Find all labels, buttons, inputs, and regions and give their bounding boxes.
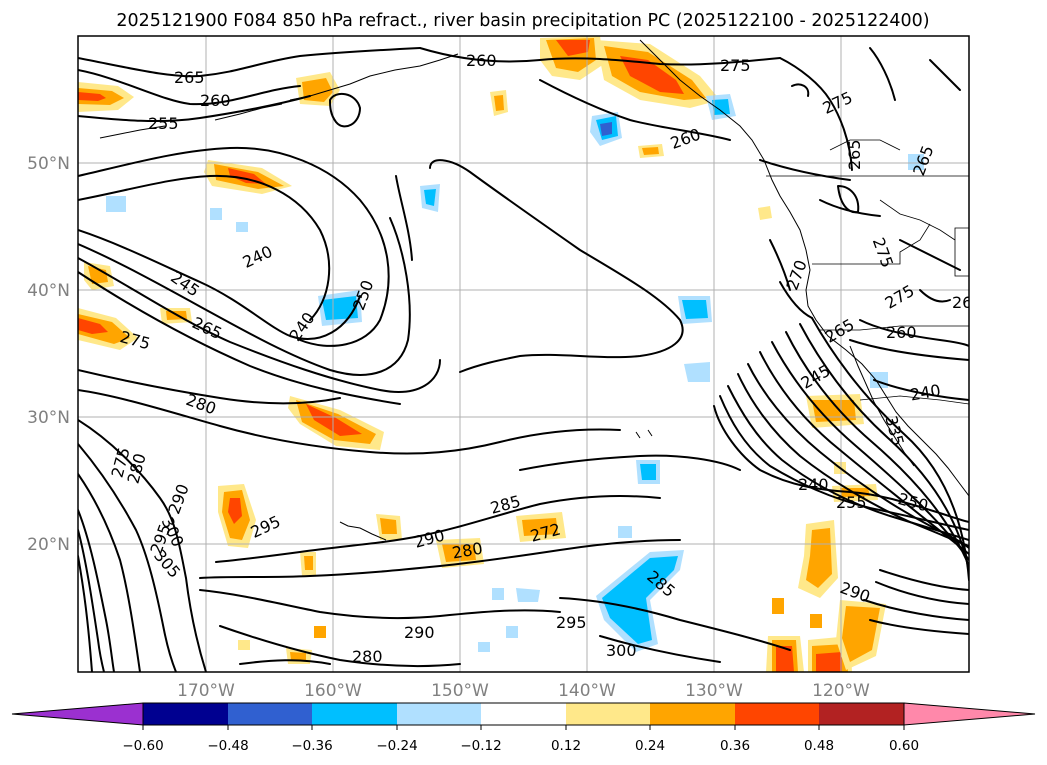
- latitude-labels: 50°N 40°N 30°N 20°N: [27, 154, 70, 555]
- contour-label: 265: [845, 139, 864, 170]
- contour-label: 260: [200, 91, 231, 110]
- colorbar-tick-label: −0.12: [460, 738, 501, 754]
- colorbar-swatch: [143, 703, 228, 725]
- colorbar-swatch: [312, 703, 397, 725]
- contour-label: 280: [352, 647, 383, 666]
- contour-label: 240: [798, 475, 829, 494]
- graticule: [78, 36, 969, 672]
- contour-label: 295: [556, 613, 587, 632]
- lon-label: 130°W: [685, 681, 743, 701]
- lat-label: 20°N: [27, 535, 70, 555]
- lon-label: 170°W: [177, 681, 235, 701]
- contour-label: 265: [174, 68, 205, 87]
- colorbar-extend-high: [903, 702, 1036, 726]
- contour-label: 260: [886, 323, 917, 342]
- contour-label: 255: [836, 493, 867, 512]
- map-frame: [77, 35, 970, 673]
- lon-label: 150°W: [431, 681, 489, 701]
- colorbar-tick-label: 0.24: [635, 738, 665, 754]
- lon-label: 140°W: [558, 681, 616, 701]
- figure-title: 2025121900 F084 850 hPa refract., river …: [116, 11, 929, 31]
- contour-label: 265: [952, 293, 983, 312]
- colorbar-tick-label: 0.48: [804, 738, 834, 754]
- longitude-labels: 170°W 160°W 150°W 140°W 130°W 120°W: [177, 681, 870, 701]
- colorbar-tick-label: −0.48: [207, 738, 248, 754]
- colorbar-tick-label: −0.36: [291, 738, 332, 754]
- colorbar-tick-label: 0.12: [551, 738, 581, 754]
- colorbar-extend-low: [11, 702, 144, 726]
- colorbar-swatch: [566, 703, 650, 725]
- colorbar-swatch: [650, 703, 735, 725]
- colorbar-swatch: [819, 703, 904, 725]
- map-area: 265 260 255 260 275 275 260 265 265 240 …: [78, 36, 983, 672]
- lon-label: 160°W: [304, 681, 362, 701]
- contour-label: 300: [606, 641, 637, 660]
- colorbar-tick-label: 0.60: [889, 738, 919, 754]
- contour-label: 260: [466, 51, 497, 70]
- colorbar: −0.60 −0.48 −0.36 −0.24 −0.12 0.12 0.24 …: [11, 702, 1036, 754]
- contour-label: 255: [148, 114, 179, 133]
- colorbar-tick-label: −0.60: [122, 738, 163, 754]
- colorbar-swatch: [397, 703, 481, 725]
- contour-label: 275: [720, 56, 751, 75]
- colorbar-tick-label: −0.24: [376, 738, 417, 754]
- colorbar-swatch: [228, 703, 312, 725]
- colorbar-tick-label: 0.36: [720, 738, 750, 754]
- contour-label: 290: [404, 623, 435, 642]
- lat-label: 40°N: [27, 281, 70, 301]
- colorbar-swatch: [735, 703, 819, 725]
- colorbar-swatch: [481, 703, 566, 725]
- lat-label: 30°N: [27, 408, 70, 428]
- lon-label: 120°W: [812, 681, 870, 701]
- lat-label: 50°N: [27, 154, 70, 174]
- precip-negative-shading: [106, 94, 924, 652]
- refractivity-contours: [78, 47, 969, 672]
